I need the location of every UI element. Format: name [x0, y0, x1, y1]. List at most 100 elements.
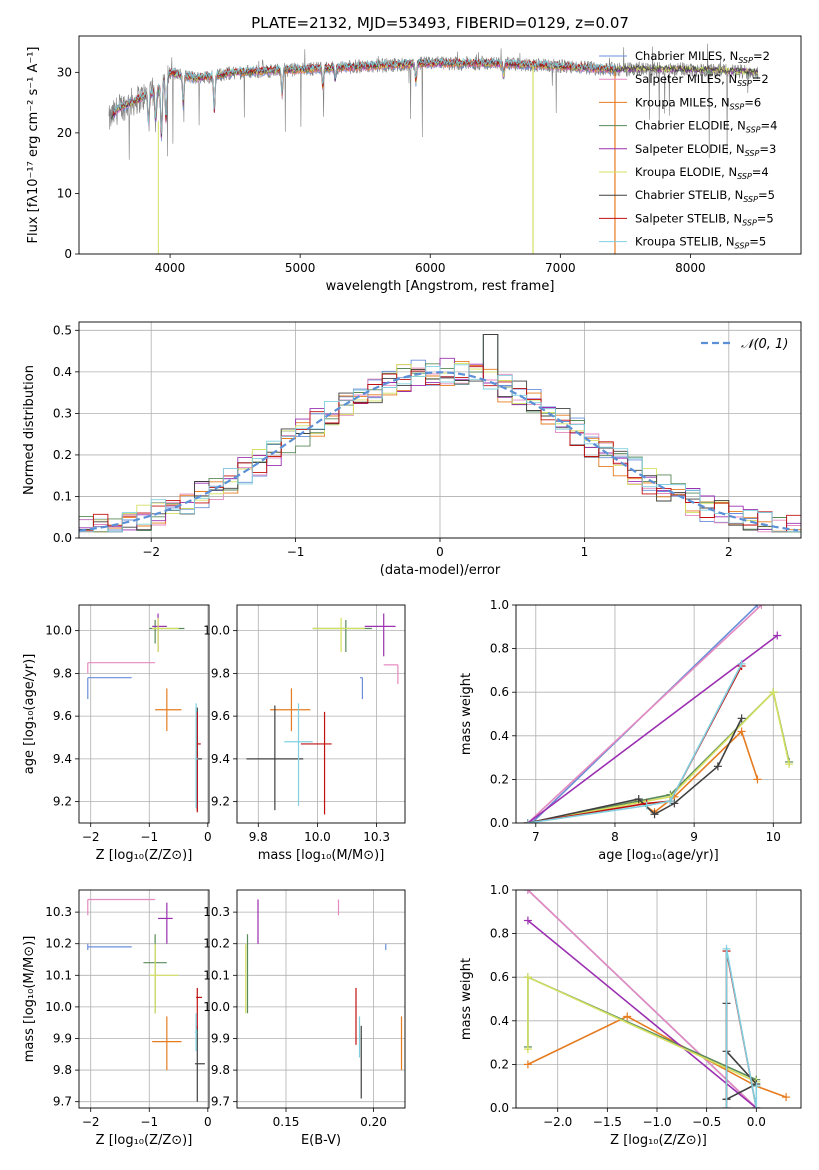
x-tick-label: 7000	[545, 261, 576, 275]
panel-z-age: −2 −1 0 9.2 9.4 9.6 9.8 10.0 Z [log₁₀(Z/Z⊙)] age …	[22, 604, 212, 863]
weight-line	[725, 948, 758, 1108]
x-axis-label: Z [log₁₀(Z/Z⊙)]	[610, 1133, 707, 1148]
error-point	[300, 711, 332, 815]
legend-entry-sub: SSP	[746, 126, 761, 135]
weight-line	[527, 690, 790, 823]
x-axis-label: age [log₁₀(age/yr)]	[598, 848, 719, 863]
legend-entry: Salpeter ELODIE, NSSP=3	[635, 142, 776, 158]
x-tick-label: 5000	[285, 261, 316, 275]
y-tick-label: 10.0	[203, 1000, 230, 1014]
x-tick-label: −2.0	[543, 1115, 572, 1129]
x-tick-label: 7	[532, 830, 540, 844]
error-point	[87, 898, 156, 916]
axes-frame	[78, 321, 802, 539]
legend-entry-sub: SSP	[737, 79, 752, 88]
x-tick-label: 10.0	[304, 830, 331, 844]
legend-entry-suffix: =2	[752, 72, 769, 86]
error-point	[158, 902, 173, 944]
error-point	[196, 987, 202, 1030]
panel-z-weight: −2.0 −1.5 −1.0 −0.5 0.0 0.0 0.2 0.4 0.6 0.8 1.0 Z […	[459, 883, 802, 1148]
axes-frame	[78, 604, 210, 824]
x-tick-label: 0	[204, 830, 212, 844]
plot-area	[246, 613, 399, 815]
error-point	[312, 619, 372, 653]
x-tick-label: 0.0	[747, 1115, 766, 1129]
legend-entry-suffix: =2	[753, 49, 770, 63]
y-tick-label: 0.1	[53, 489, 72, 503]
error-point	[194, 1013, 198, 1052]
weight-line	[527, 919, 757, 1108]
y-tick-label: 0.3	[53, 406, 72, 420]
y-tick-label: 9.9	[211, 1031, 230, 1045]
error-point	[155, 688, 182, 732]
y-tick-label: 0.8	[490, 642, 509, 656]
legend-entry-sub: SSP	[735, 242, 750, 251]
x-tick-label: −1	[287, 545, 305, 559]
error-point	[152, 617, 179, 653]
legend-entry-name: Chabrier STELIB, N	[635, 188, 743, 202]
x-axis-label: mass [log₁₀(M/M⊙)]	[258, 848, 385, 863]
plot-area	[87, 613, 202, 813]
y-tick-label: 0.4	[490, 729, 509, 743]
x-tick-label: 6000	[415, 261, 446, 275]
legend-entry-name: Kroupa MILES, N	[635, 95, 730, 109]
y-tick-label: 9.6	[211, 709, 230, 723]
y-tick-label: 1.0	[490, 598, 509, 612]
histogram-step	[79, 364, 801, 533]
y-tick-label: 0.4	[53, 365, 72, 379]
y-tick-label: 0.4	[490, 1014, 509, 1028]
weight-line	[527, 890, 757, 1108]
plot-area	[523, 605, 794, 823]
legend-entry-sub: SSP	[743, 195, 758, 204]
error-point	[270, 688, 311, 732]
weight-line	[527, 634, 778, 823]
legend: 𝒩(0, 1)	[701, 337, 788, 352]
y-tick-label: 10	[57, 186, 72, 200]
y-tick-label: 0.8	[490, 927, 509, 941]
panel-age-weight: 7 8 9 10 0.0 0.2 0.4 0.6 0.8 1.0 age [log₁₀(age/yr…	[459, 598, 802, 863]
x-axis-label: E(B-V)	[301, 1133, 341, 1148]
y-tick-label: 9.2	[211, 795, 230, 809]
legend-entry: Kroupa ELODIE, NSSP=4	[635, 165, 769, 181]
error-point	[152, 613, 167, 653]
error-point	[152, 1016, 182, 1071]
x-tick-label: −2	[142, 545, 160, 559]
legend-entry-sub: SSP	[738, 56, 753, 65]
x-axis-label: Z [log₁₀(Z/Z⊙)]	[96, 848, 193, 863]
panel-spectrum: 4000 5000 6000 7000 8000 0 10 20 30 wavelength [A…	[26, 14, 802, 294]
y-tick-label: 9.9	[53, 1031, 72, 1045]
x-tick-label: 8000	[675, 261, 706, 275]
axes-frame	[515, 889, 802, 1109]
y-tick-label: 9.4	[211, 752, 230, 766]
x-tick-label: 1	[581, 545, 589, 559]
legend-entry-name: Chabrier ELODIE, N	[635, 119, 746, 133]
axes-frame	[236, 889, 406, 1109]
y-tick-label: 20	[57, 126, 72, 140]
y-tick-label: 0.2	[490, 1057, 509, 1071]
error-point	[196, 711, 201, 813]
panel-ebv-mass: 0.15 0.20 9.7 9.8 9.9 10.0 10.1 10.2 10.3 E(B-V)	[203, 889, 406, 1148]
error-point	[364, 613, 396, 657]
y-tick-label: 9.6	[53, 709, 72, 723]
panel-z-mass: −2 −1 0 9.7 9.8 9.9 10.0 10.1 10.2 10.3 Z [log₁₀(Z…	[22, 889, 212, 1148]
y-tick-label: 0.0	[490, 816, 509, 830]
y-axis-label: mass weight	[459, 958, 474, 1040]
legend-entry-suffix: =6	[744, 95, 761, 109]
legend-entry: Chabrier STELIB, NSSP=5	[635, 188, 775, 204]
y-tick-label: 10.0	[203, 624, 230, 638]
y-tick-label: 10.3	[203, 905, 230, 919]
x-tick-label: −2	[82, 1115, 100, 1129]
y-axis-label: Flux [fλ10⁻¹⁷ erg cm⁻² s⁻¹ A⁻¹]	[26, 47, 41, 244]
y-tick-label: 0	[64, 247, 72, 261]
error-point	[149, 619, 185, 644]
x-tick-label: 0.20	[360, 1115, 387, 1129]
legend-entry-name: Kroupa ELODIE, N	[635, 165, 737, 179]
legend-entry-suffix: =5	[757, 211, 774, 225]
gaussian-curve	[79, 371, 799, 532]
x-tick-label: 0.15	[273, 1115, 300, 1129]
x-tick-label: 0	[436, 545, 444, 559]
weight-line	[527, 718, 743, 823]
legend-entry-suffix: =5	[758, 188, 775, 202]
x-tick-label: 9	[690, 830, 698, 844]
